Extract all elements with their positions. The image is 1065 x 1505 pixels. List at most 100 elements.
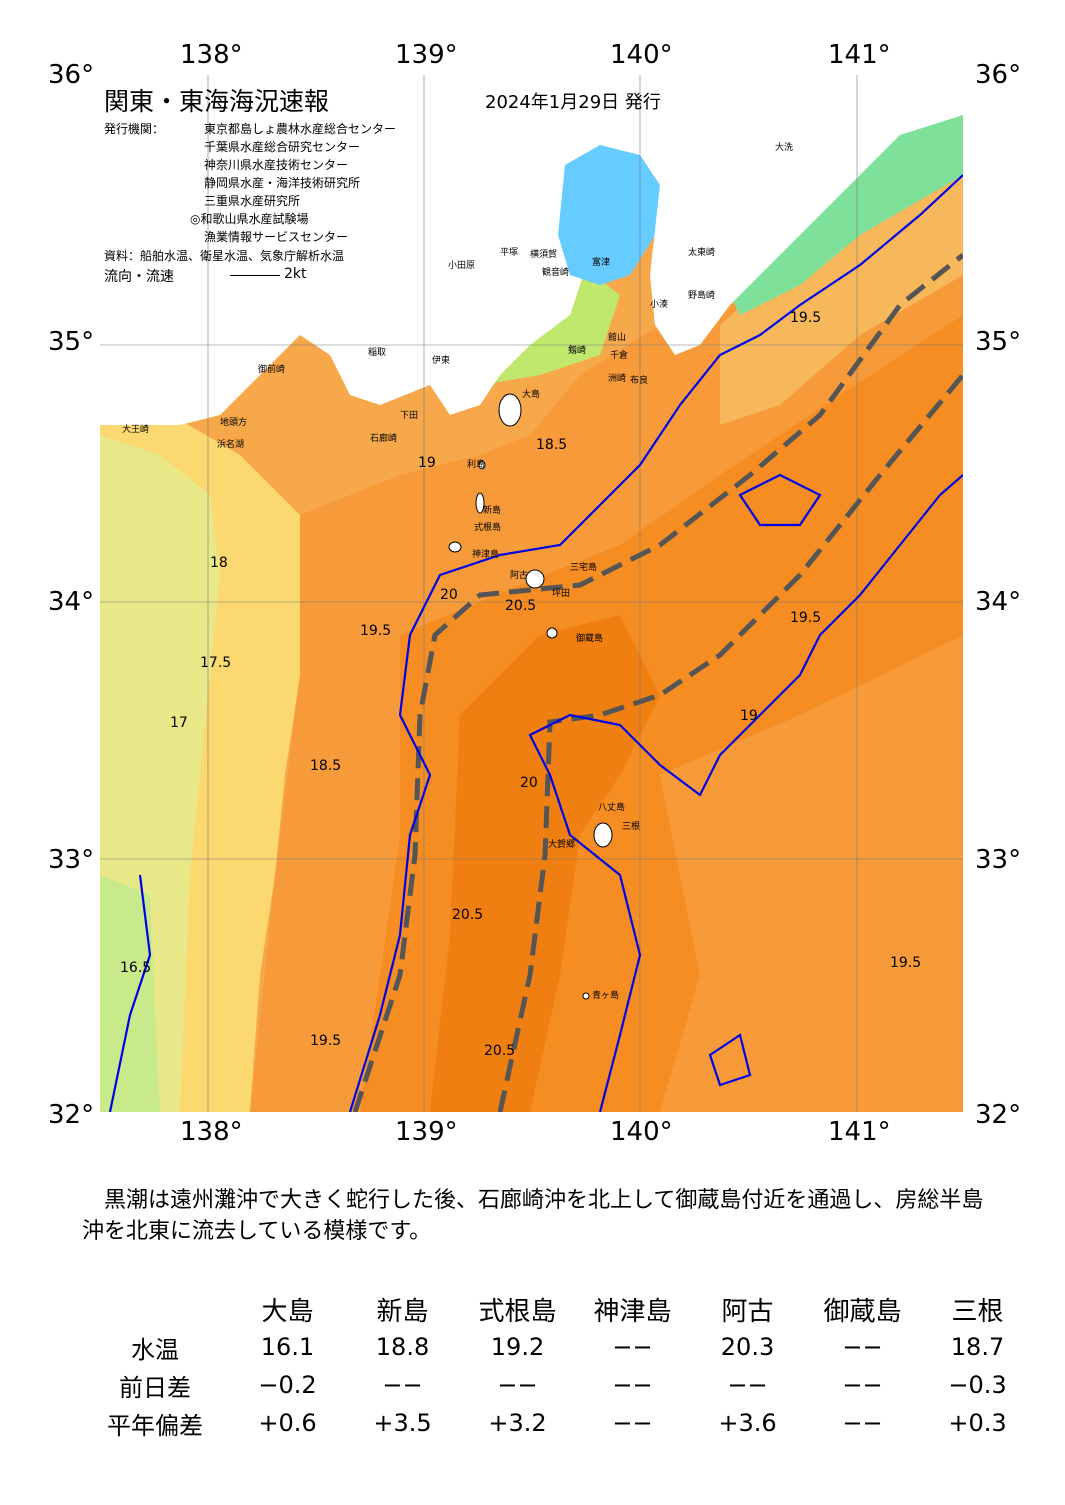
place-name: 布良 bbox=[630, 376, 649, 386]
island-hachijo bbox=[593, 822, 613, 848]
place-name: 千倉 bbox=[610, 351, 629, 361]
place-name: 洲崎 bbox=[608, 374, 627, 384]
place-name: 下田 bbox=[400, 411, 419, 421]
lat-label-right: 33° bbox=[975, 845, 1022, 875]
place-name: 新島 bbox=[483, 506, 502, 516]
table-row: 前日差 −0.2 −− −− −− −− −− −0.3 bbox=[80, 1366, 1035, 1404]
table-cell: 19.2 bbox=[490, 1333, 545, 1361]
isotherm-label: 19 bbox=[418, 455, 436, 471]
lat-label-right: 34° bbox=[975, 587, 1022, 617]
table-cell: 18.8 bbox=[375, 1333, 430, 1361]
island-mikura bbox=[546, 627, 558, 639]
issuer-2: 千葉県水産総合研究センター bbox=[204, 140, 361, 154]
lon-label-top: 138° bbox=[180, 40, 243, 70]
table-cell: −0.3 bbox=[948, 1371, 1007, 1399]
place-name: 坪田 bbox=[552, 589, 571, 599]
table-cell: −− bbox=[842, 1333, 883, 1361]
place-name: 大王崎 bbox=[122, 425, 150, 435]
isotherm-label: 18 bbox=[210, 555, 228, 571]
place-name: 八丈島 bbox=[598, 803, 626, 813]
row-header: 水温 bbox=[131, 1335, 179, 1364]
table-cell: −− bbox=[727, 1371, 768, 1399]
place-name: 太東崎 bbox=[688, 248, 716, 258]
table-cell: −− bbox=[497, 1371, 538, 1399]
table-cell: 16.1 bbox=[260, 1333, 315, 1361]
land-boso bbox=[650, 75, 963, 355]
table-cell: −− bbox=[382, 1371, 423, 1399]
table-cell: +3.6 bbox=[718, 1409, 777, 1437]
issuer-6: ◎和歌山県水産試験場 bbox=[190, 212, 309, 226]
thermal-front bbox=[108, 174, 963, 1112]
place-name: 利島 bbox=[467, 460, 486, 470]
table-cell: −− bbox=[612, 1333, 653, 1361]
place-name: 大賀郷 bbox=[548, 840, 576, 850]
lon-label-top: 140° bbox=[610, 40, 673, 70]
place-name: 地頭方 bbox=[220, 418, 248, 428]
place-name: 式根島 bbox=[474, 523, 502, 533]
row-header: 平年偏差 bbox=[107, 1411, 203, 1440]
place-name: 剱崎 bbox=[568, 346, 587, 356]
sea-temperature-map: 138° 139° 140° 141° 138° 139° 140° 141° … bbox=[48, 40, 1022, 1147]
flow-legend-label: 流向・流速 bbox=[104, 269, 174, 285]
isotherm-label: 18.5 bbox=[310, 758, 342, 774]
column-header: 阿古 bbox=[721, 1296, 774, 1327]
issuer-3: 神奈川県水産技術センター bbox=[204, 158, 349, 172]
place-name: 平塚 bbox=[500, 248, 519, 258]
place-name: 大洗 bbox=[775, 143, 794, 153]
lat-label-left: 35° bbox=[48, 327, 95, 357]
table-cell: 20.3 bbox=[720, 1333, 775, 1361]
grid-lines bbox=[100, 75, 963, 1112]
isotherm-label: 19 bbox=[740, 708, 758, 724]
island-toshima bbox=[478, 460, 486, 470]
island-aogashima bbox=[582, 992, 590, 1000]
lat-label-left: 36° bbox=[48, 60, 95, 90]
table-cell: +3.2 bbox=[488, 1409, 547, 1437]
place-name: 三根 bbox=[622, 822, 641, 832]
column-header: 神津島 bbox=[593, 1296, 672, 1327]
place-name: 伊東 bbox=[432, 356, 451, 366]
map-frame: 関東・東海海況速報 2024年1月29日 発行 発行機関： 東京都島しょ農林水産… bbox=[100, 75, 963, 1112]
isotherm-label: 18.5 bbox=[536, 437, 568, 453]
issuer-label: 発行機関： bbox=[104, 122, 165, 136]
table-cell: +0.3 bbox=[948, 1409, 1007, 1437]
issue-date: 2024年1月29日 発行 bbox=[485, 92, 661, 113]
lon-label-top: 139° bbox=[395, 40, 458, 70]
lat-label-right: 35° bbox=[975, 327, 1022, 357]
table-row: 水温 16.1 18.8 19.2 −− 20.3 −− 18.7 bbox=[80, 1328, 1035, 1366]
island-temperature-table: 大島 新島 式根島 神津島 阿古 御蔵島 三根 水温 16.1 18.8 19.… bbox=[80, 1290, 1035, 1442]
isotherm-label: 17.5 bbox=[200, 655, 232, 671]
table-cell: 18.7 bbox=[950, 1333, 1005, 1361]
island-miyake bbox=[525, 569, 545, 589]
place-name: 観音崎 bbox=[542, 268, 570, 278]
island-oshima bbox=[498, 393, 522, 427]
sea-16-5-zone bbox=[100, 875, 160, 1112]
table-cell: −0.2 bbox=[258, 1371, 317, 1399]
table-cell: −− bbox=[842, 1409, 883, 1437]
data-source: 資料：船舶水温、衛星水温、気象庁解析水温 bbox=[104, 249, 345, 263]
issuer-1: 東京都島しょ農林水産総合センター bbox=[204, 122, 397, 136]
lat-label-left: 34° bbox=[48, 587, 95, 617]
sea-coastal-zone bbox=[720, 155, 963, 425]
issuer-7: 漁業情報サービスセンター bbox=[204, 230, 349, 244]
place-name: 御前崎 bbox=[258, 365, 286, 375]
place-name: 小田原 bbox=[448, 261, 476, 271]
isotherm-label: 19.5 bbox=[310, 1033, 342, 1049]
isotherm-label: 19.5 bbox=[790, 310, 822, 326]
summary-text: 黒潮は遠州灘沖で大きく蛇行した後、石廊崎沖を北上して御蔵島付近を通過し、房総半島… bbox=[82, 1188, 984, 1244]
lon-label-bottom: 138° bbox=[180, 1117, 243, 1147]
place-name: 三宅島 bbox=[570, 563, 598, 573]
place-name: 館山 bbox=[608, 333, 627, 343]
isotherm-label: 19.5 bbox=[790, 610, 822, 626]
sea-20-5-zone bbox=[430, 615, 660, 1112]
table-cell: −− bbox=[612, 1371, 653, 1399]
column-header: 大島 bbox=[261, 1296, 314, 1327]
place-name: 野島崎 bbox=[688, 291, 716, 301]
lat-label-left: 32° bbox=[48, 1100, 95, 1130]
kuroshio-axis bbox=[352, 253, 963, 1112]
place-name: 青ヶ島 bbox=[592, 991, 620, 1001]
place-name: 神津島 bbox=[472, 550, 500, 560]
column-header: 式根島 bbox=[478, 1296, 557, 1327]
place-name: 大島 bbox=[522, 390, 541, 400]
table-cell: −− bbox=[612, 1409, 653, 1437]
table-cell: −− bbox=[842, 1371, 883, 1399]
